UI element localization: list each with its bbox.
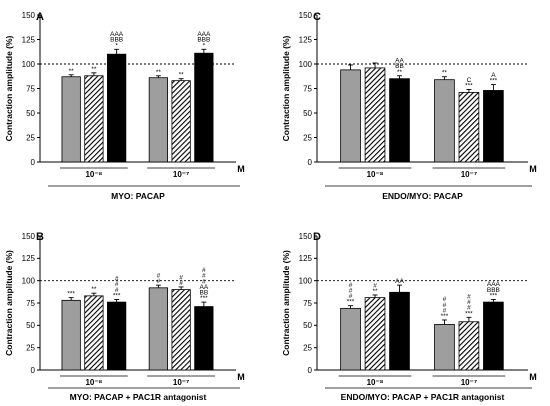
bar — [390, 292, 410, 370]
significance-label: # — [443, 296, 447, 303]
y-axis-label: Contraction amplitude (%) — [281, 250, 291, 356]
y-tick-label: 125 — [299, 35, 313, 44]
significance-label: ** — [156, 69, 162, 76]
y-tick-label: 150 — [22, 11, 36, 20]
significance-label: # — [202, 267, 206, 274]
y-tick-label: 75 — [26, 84, 35, 93]
significance-label: # — [349, 282, 353, 289]
group-label: 10⁻⁷ — [461, 378, 477, 387]
y-tick-label: 150 — [299, 11, 313, 20]
significance-label: AA — [395, 278, 404, 285]
y-tick-label: 50 — [303, 109, 312, 118]
significance-label: ** — [91, 286, 97, 293]
unit-label: M — [529, 164, 537, 174]
y-tick-label: 150 — [299, 232, 313, 241]
group-label: 10⁻⁸ — [85, 170, 102, 179]
bar — [62, 77, 80, 162]
y-tick-label: 0 — [31, 366, 36, 375]
y-tick-label: 25 — [303, 343, 312, 352]
y-tick-label: 25 — [26, 133, 35, 142]
significance-label: # — [157, 273, 161, 280]
y-tick-label: 0 — [31, 158, 36, 167]
unit-label: M — [529, 372, 537, 382]
bar — [483, 302, 503, 370]
y-tick-label: 125 — [299, 254, 313, 263]
bar — [62, 300, 80, 370]
significance-label: ** — [442, 70, 448, 77]
group-label: 10⁻⁸ — [367, 170, 384, 179]
y-tick-label: 150 — [22, 232, 36, 241]
bar — [172, 290, 190, 370]
group-label: 10⁻⁷ — [461, 170, 477, 179]
panel-caption: MYO: PACAP + PAC1R antagonist — [70, 392, 207, 402]
y-axis-label: Contraction amplitude (%) — [4, 250, 14, 356]
y-tick-label: 100 — [299, 276, 313, 285]
y-tick-label: 25 — [26, 343, 35, 352]
bar — [459, 92, 479, 162]
y-tick-label: 75 — [303, 84, 312, 93]
significance-label: *** — [67, 291, 75, 298]
y-tick-label: 25 — [303, 133, 312, 142]
panel-caption: ENDO/MYO: PACAP + PAC1R antagonist — [341, 392, 505, 402]
significance-label: ** — [91, 66, 97, 73]
panel-caption: ENDO/MYO: PACAP — [382, 191, 463, 201]
significance-label: C — [467, 77, 472, 84]
significance-label: # — [467, 293, 471, 300]
y-tick-label: 50 — [26, 321, 35, 330]
bar — [459, 322, 479, 370]
panel-C: C Contraction amplitude (%) 0 25 50 75 100 125 1… — [281, 11, 537, 201]
bar — [107, 54, 125, 162]
bar — [195, 53, 213, 162]
bar — [483, 90, 503, 162]
bar — [365, 68, 385, 162]
bar — [149, 78, 167, 162]
bar — [435, 80, 455, 162]
bar — [85, 296, 103, 370]
group-label: 10⁻⁸ — [85, 378, 102, 387]
significance-label: A — [491, 72, 496, 79]
y-axis-label: Contraction amplitude (%) — [4, 35, 14, 141]
unit-label: M — [237, 372, 245, 382]
unit-label: M — [237, 164, 245, 174]
bar — [341, 70, 361, 162]
y-tick-label: 100 — [22, 60, 36, 69]
significance-label: AAA — [487, 281, 501, 288]
bar — [195, 307, 213, 370]
y-tick-label: 0 — [308, 158, 313, 167]
significance-label: AAA — [197, 31, 211, 38]
bar — [107, 302, 125, 370]
significance-label: # — [115, 276, 119, 283]
significance-label: AAA — [110, 31, 124, 38]
y-tick-label: 50 — [26, 109, 35, 118]
group-label: 10⁻⁸ — [367, 378, 384, 387]
y-tick-label: 75 — [303, 299, 312, 308]
group-label: 10⁻⁷ — [173, 170, 189, 179]
significance-label: AA — [395, 58, 404, 65]
bar — [341, 308, 361, 370]
y-tick-label: 100 — [299, 60, 313, 69]
significance-label: ** — [179, 72, 185, 79]
bar — [149, 288, 167, 370]
significance-label: # — [179, 274, 183, 281]
bar — [390, 79, 410, 162]
bar — [172, 81, 190, 162]
significance-label: # — [373, 282, 377, 289]
y-tick-label: 100 — [22, 276, 36, 285]
significance-label: ** — [69, 68, 75, 75]
y-tick-label: 75 — [26, 299, 35, 308]
y-tick-label: 50 — [303, 321, 312, 330]
panel-caption: MYO: PACAP — [111, 191, 165, 201]
y-tick-label: 125 — [22, 254, 36, 263]
bar — [365, 298, 385, 370]
y-tick-label: 0 — [308, 366, 313, 375]
bar — [435, 324, 455, 370]
bar — [85, 76, 103, 162]
group-label: 10⁻⁷ — [173, 378, 189, 387]
y-axis-label: Contraction amplitude (%) — [281, 35, 291, 141]
y-tick-label: 125 — [22, 35, 36, 44]
